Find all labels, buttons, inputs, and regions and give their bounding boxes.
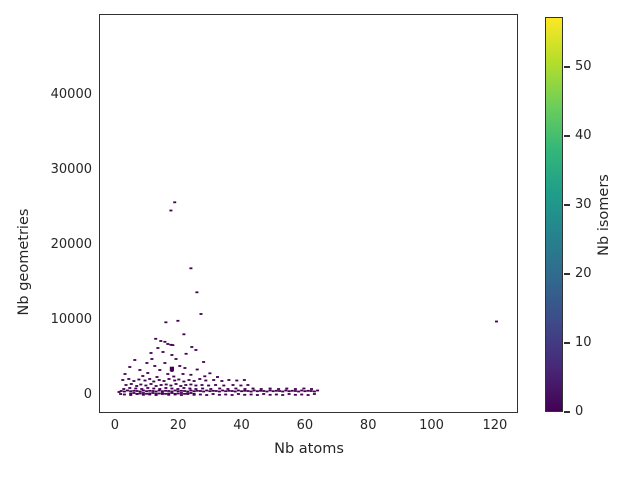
y-axis-label: Nb geometries (16, 208, 32, 316)
colorbar-tick-label: 50 (575, 58, 592, 74)
colorbar-label: Nb isomers (596, 174, 612, 256)
y-tick-label: 10000 (50, 312, 92, 327)
y-tick-label: 40000 (50, 87, 92, 103)
x-tick-label: 80 (359, 418, 377, 433)
x-tick-label: 0 (110, 418, 120, 433)
colorbar-tick-mark (564, 273, 570, 275)
x-tick-label: 100 (419, 418, 444, 433)
y-tick-label: 30000 (50, 162, 92, 177)
y-tick-label: 0 (83, 387, 92, 402)
colorbar-tick-label: 10 (575, 334, 592, 350)
colorbar-tick-mark (564, 204, 570, 206)
x-tick-label: 40 (233, 418, 250, 433)
colorbar-tick-label: 40 (575, 127, 592, 143)
plot-area (99, 14, 518, 413)
x-axis-label: Nb atoms (274, 441, 344, 457)
colorbar-tick-label: 20 (575, 265, 592, 281)
x-tick-label: 120 (482, 418, 508, 433)
colorbar-tick-mark (564, 134, 570, 137)
colorbar (545, 17, 563, 412)
x-tick-label: 60 (296, 418, 314, 433)
colorbar-tick-label: 0 (575, 404, 584, 419)
colorbar-tick-mark (564, 65, 570, 68)
y-tick-label: 20000 (50, 237, 92, 252)
colorbar-tick-mark (564, 411, 570, 413)
x-tick-label: 20 (169, 418, 187, 433)
colorbar-tick-label: 30 (575, 196, 592, 212)
colorbar-tick-mark (564, 342, 570, 344)
